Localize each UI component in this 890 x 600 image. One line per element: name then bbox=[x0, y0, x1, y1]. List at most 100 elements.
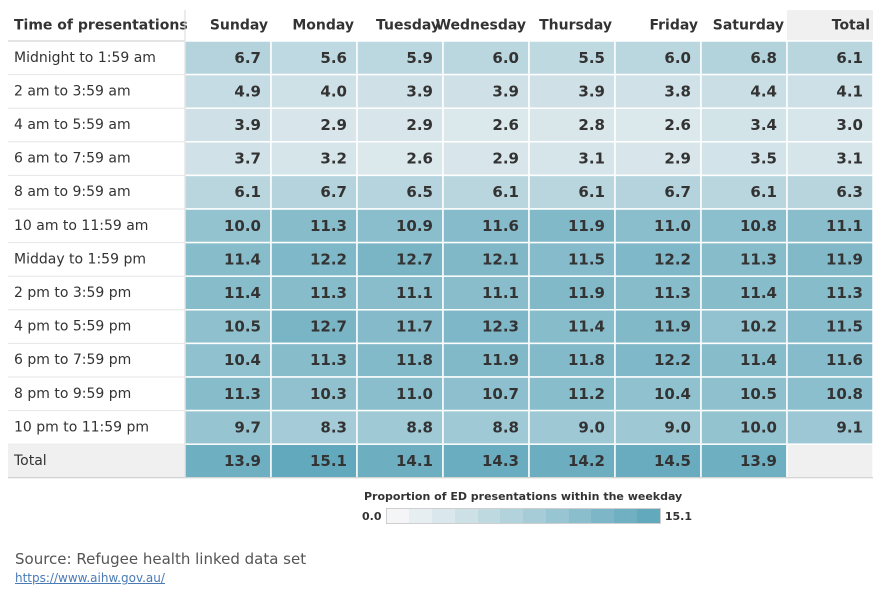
legend-color-step bbox=[614, 509, 638, 523]
total-cell-value: 14.5 bbox=[654, 452, 691, 470]
cell-value: 11.3 bbox=[826, 284, 863, 302]
total-cell-value: 14.1 bbox=[396, 452, 433, 470]
cell-value: 11.8 bbox=[396, 351, 433, 369]
total-empty-cell bbox=[786, 443, 874, 479]
cell-value: 12.2 bbox=[654, 351, 691, 369]
legend-color-step bbox=[477, 509, 501, 523]
heatmap-cell bbox=[700, 107, 788, 143]
cell-value: 6.1 bbox=[578, 183, 605, 201]
cell-value: 3.9 bbox=[234, 116, 261, 134]
heatmap-cell bbox=[700, 73, 788, 109]
cell-value: 3.0 bbox=[836, 116, 863, 134]
cell-value: 11.5 bbox=[568, 250, 605, 268]
heatmap-cell bbox=[442, 241, 530, 277]
heatmap-cell bbox=[356, 40, 444, 76]
total-cell-value: 14.2 bbox=[568, 452, 605, 470]
cell-value: 11.4 bbox=[568, 318, 605, 336]
legend-min-label: 0.0 bbox=[362, 509, 382, 523]
legend-color-step bbox=[523, 509, 546, 523]
heatmap-cell bbox=[184, 40, 272, 76]
total-cell bbox=[700, 443, 788, 479]
cell-value: 11.3 bbox=[224, 385, 261, 403]
cell-value: 9.7 bbox=[234, 418, 261, 436]
column-header: Monday bbox=[292, 18, 354, 34]
legend-color-step bbox=[409, 509, 433, 523]
heatmap-cell bbox=[184, 342, 272, 378]
cell-value: 10.4 bbox=[654, 385, 691, 403]
cell-value: 6.7 bbox=[320, 183, 347, 201]
cell-value: 11.4 bbox=[224, 284, 261, 302]
cell-value: 4.9 bbox=[234, 82, 261, 100]
heatmap-cell bbox=[270, 107, 358, 143]
cell-value: 6.0 bbox=[664, 49, 691, 67]
total-cell-value: 14.3 bbox=[482, 452, 519, 470]
row-label: 4 am to 5:59 am bbox=[14, 117, 131, 133]
cell-value: 5.9 bbox=[406, 49, 433, 67]
cell-value: 11.1 bbox=[482, 284, 519, 302]
heatmap-cell bbox=[700, 275, 788, 311]
cell-value: 12.1 bbox=[482, 250, 519, 268]
heatmap-cell bbox=[528, 409, 616, 445]
heatmap-cell bbox=[528, 208, 616, 244]
cell-value: 11.6 bbox=[482, 217, 519, 235]
column-header: Total bbox=[832, 18, 870, 34]
total-column-header-bg bbox=[787, 10, 873, 41]
cell-value: 10.8 bbox=[740, 217, 777, 235]
source-note: Source: Refugee health linked data set bbox=[15, 550, 307, 568]
cell-value: 3.2 bbox=[320, 150, 347, 168]
heatmap-cell bbox=[356, 174, 444, 210]
cell-value: 3.8 bbox=[664, 82, 691, 100]
cell-value: 2.6 bbox=[664, 116, 691, 134]
cell-value: 11.9 bbox=[568, 217, 605, 235]
cell-value: 8.8 bbox=[406, 418, 433, 436]
cell-value: 11.3 bbox=[310, 351, 347, 369]
cell-value: 11.1 bbox=[396, 284, 433, 302]
heatmap-cell bbox=[614, 241, 702, 277]
heatmap-cell bbox=[786, 241, 874, 277]
cell-value: 10.7 bbox=[482, 385, 519, 403]
cell-value: 12.3 bbox=[482, 318, 519, 336]
cell-value: 2.9 bbox=[664, 150, 691, 168]
column-header: Saturday bbox=[713, 18, 784, 34]
heatmap-cell bbox=[356, 342, 444, 378]
cell-value: 3.1 bbox=[578, 150, 605, 168]
cell-value: 10.4 bbox=[224, 351, 261, 369]
legend-max-label: 15.1 bbox=[664, 509, 692, 523]
cell-value: 12.2 bbox=[654, 250, 691, 268]
heatmap-cell bbox=[786, 141, 874, 177]
heatmap-cell bbox=[528, 73, 616, 109]
cell-value: 8.8 bbox=[492, 418, 519, 436]
cell-value: 6.1 bbox=[234, 183, 261, 201]
row-label: 6 pm to 7:59 pm bbox=[14, 352, 131, 368]
cell-value: 5.6 bbox=[320, 49, 347, 67]
column-header: Sunday bbox=[210, 18, 268, 34]
cell-value: 3.1 bbox=[836, 150, 863, 168]
heatmap-cell bbox=[356, 309, 444, 345]
cell-value: 11.7 bbox=[396, 318, 433, 336]
heatmap-cell bbox=[786, 275, 874, 311]
cell-value: 2.9 bbox=[320, 116, 347, 134]
cell-value: 11.3 bbox=[310, 217, 347, 235]
row-label: 8 am to 9:59 am bbox=[14, 184, 131, 200]
column-header: Tuesday bbox=[376, 18, 440, 34]
total-row-label: Total bbox=[13, 453, 47, 469]
cell-value: 11.3 bbox=[740, 250, 777, 268]
cell-value: 11.9 bbox=[568, 284, 605, 302]
cell-value: 9.0 bbox=[578, 418, 605, 436]
cell-value: 10.8 bbox=[826, 385, 863, 403]
total-cell-value: 13.9 bbox=[740, 452, 777, 470]
column-header: Thursday bbox=[539, 18, 612, 34]
row-label: Midnight to 1:59 am bbox=[14, 50, 156, 66]
row-label: Midday to 1:59 pm bbox=[14, 251, 146, 267]
legend-color-step bbox=[637, 509, 660, 523]
cell-value: 11.0 bbox=[396, 385, 433, 403]
heatmap-cell bbox=[442, 309, 530, 345]
cell-value: 10.3 bbox=[310, 385, 347, 403]
cell-value: 6.0 bbox=[492, 49, 519, 67]
cell-value: 12.7 bbox=[396, 250, 433, 268]
legend-color-step bbox=[591, 509, 615, 523]
cell-value: 3.9 bbox=[406, 82, 433, 100]
source-link[interactable]: https://www.aihw.gov.au/ bbox=[15, 571, 165, 585]
cell-value: 4.0 bbox=[320, 82, 347, 100]
cell-value: 8.3 bbox=[320, 418, 347, 436]
